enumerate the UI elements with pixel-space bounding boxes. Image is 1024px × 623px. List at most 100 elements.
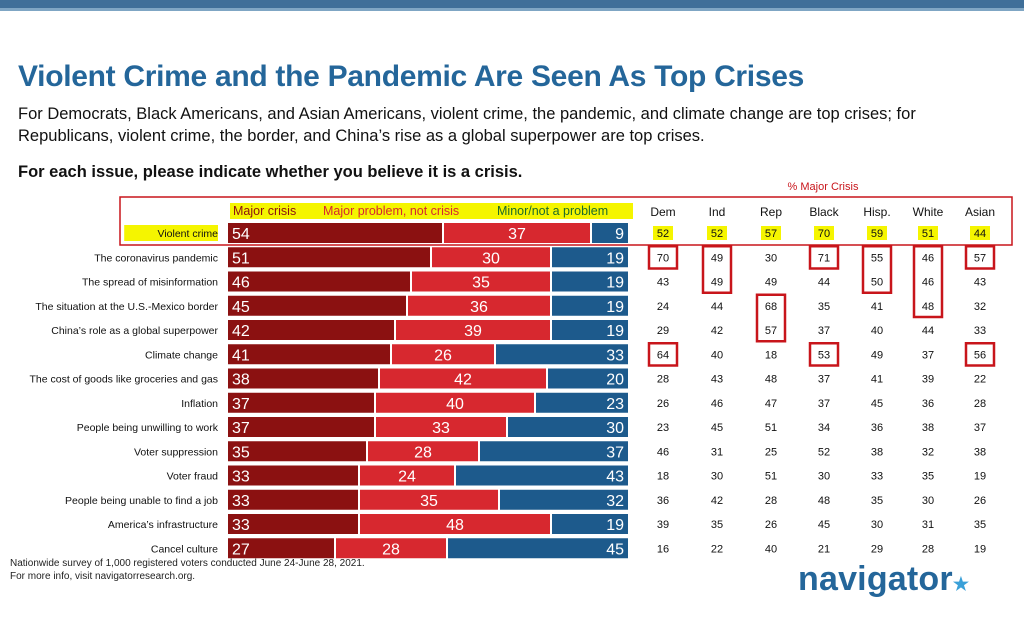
bar-value-label: 19 [606, 299, 624, 316]
table-cell: 34 [818, 422, 830, 434]
bar-value-label: 33 [232, 517, 250, 534]
bar-value-label: 37 [232, 420, 250, 437]
bar-segment [228, 223, 442, 243]
table-cell: 29 [871, 543, 883, 555]
category-label: The situation at the U.S.-Mexico border [35, 301, 218, 313]
table-cell: 57 [974, 252, 986, 264]
table-cell: 30 [922, 495, 934, 507]
table-cell: 48 [818, 495, 830, 507]
table-cell: 48 [765, 374, 777, 386]
bar-value-label: 41 [232, 347, 250, 364]
table-cell: 46 [657, 446, 669, 458]
table-cell: 22 [711, 543, 723, 555]
bar-segment [228, 247, 430, 267]
category-label: The cost of goods like groceries and gas [29, 374, 218, 386]
bar-value-label: 45 [606, 541, 624, 558]
table-cell: 18 [657, 471, 669, 483]
table-cell: 28 [974, 398, 986, 410]
table-cell: 19 [974, 543, 986, 555]
bar-value-label: 39 [464, 323, 482, 340]
crisis-chart: Major crisis Major problem, not crisis Min… [0, 0, 1024, 623]
table-column-header: Hisp. [863, 205, 890, 219]
table-cell: 57 [765, 325, 777, 337]
bar-value-label: 19 [606, 517, 624, 534]
bar-value-label: 33 [232, 493, 250, 510]
category-label: Cancel culture [151, 543, 218, 555]
bar-value-label: 42 [454, 372, 472, 389]
table-cell: 36 [922, 398, 934, 410]
table-cell: 35 [974, 519, 986, 531]
table-cell: 49 [871, 349, 883, 361]
bar-segment [228, 417, 374, 437]
bar-value-label: 35 [420, 493, 438, 510]
bar-segment [228, 344, 390, 364]
bar-value-label: 37 [232, 396, 250, 413]
table-cell: 35 [818, 301, 830, 313]
bar-value-label: 33 [606, 347, 624, 364]
bar-value-label: 19 [606, 275, 624, 292]
legend-label-3: Minor/not a problem [497, 204, 608, 218]
table-cell: 37 [974, 422, 986, 434]
bar-value-label: 51 [232, 250, 250, 267]
bar-value-label: 48 [446, 517, 464, 534]
table-cell-highlighted: 70 [818, 228, 830, 240]
table-cell: 64 [657, 349, 669, 361]
bar-segment [448, 538, 628, 558]
table-cell: 45 [711, 422, 723, 434]
table-cell: 55 [871, 252, 883, 264]
legend-label-2: Major problem, not crisis [323, 204, 459, 218]
table-cell: 30 [871, 519, 883, 531]
table-cell: 30 [711, 471, 723, 483]
table-column-header: Dem [650, 205, 675, 219]
table-cell: 70 [657, 252, 669, 264]
table-cell: 46 [711, 398, 723, 410]
table-cell: 50 [871, 277, 883, 289]
table-cell: 46 [922, 277, 934, 289]
table-cell: 37 [818, 374, 830, 386]
table-cell: 39 [657, 519, 669, 531]
table-cell-highlighted: 44 [974, 228, 986, 240]
table-cell: 35 [711, 519, 723, 531]
table-cell: 33 [871, 471, 883, 483]
table-cell: 31 [711, 446, 723, 458]
table-cell: 44 [818, 277, 830, 289]
table-cell: 21 [818, 543, 830, 555]
table-cell: 26 [765, 519, 777, 531]
table-cell: 40 [765, 543, 777, 555]
bar-value-label: 32 [606, 493, 624, 510]
table-cell: 31 [922, 519, 934, 531]
bar-value-label: 23 [606, 396, 624, 413]
bar-value-label: 28 [382, 541, 400, 558]
table-cell: 45 [818, 519, 830, 531]
category-label: Violent crime [158, 228, 219, 240]
bar-value-label: 35 [232, 444, 250, 461]
table-cell: 41 [871, 301, 883, 313]
table-cell: 49 [711, 277, 723, 289]
table-cell: 44 [922, 325, 934, 337]
category-label: People being unwilling to work [77, 422, 219, 434]
bar-value-label: 37 [508, 226, 526, 243]
bar-segment [228, 369, 378, 389]
bar-value-label: 9 [615, 226, 624, 243]
table-cell: 32 [922, 446, 934, 458]
bar-value-label: 19 [606, 250, 624, 267]
table-cell: 28 [922, 543, 934, 555]
table-cell: 53 [818, 349, 830, 361]
category-label: China’s role as a global superpower [51, 325, 218, 337]
table-cell: 46 [922, 252, 934, 264]
table-cell: 32 [974, 301, 986, 313]
category-label: The coronavirus pandemic [94, 252, 218, 264]
bar-value-label: 27 [232, 541, 250, 558]
table-cell: 39 [922, 374, 934, 386]
logo-text: navigator [798, 560, 953, 598]
table-cell: 49 [711, 252, 723, 264]
table-column-header: Asian [965, 205, 995, 219]
category-label: Inflation [181, 398, 218, 410]
table-cell-highlighted: 51 [922, 228, 934, 240]
bar-value-label: 24 [398, 469, 416, 486]
bar-value-label: 45 [232, 299, 250, 316]
table-cell-highlighted: 59 [871, 228, 883, 240]
bar-segment [228, 272, 410, 292]
category-label: People being unable to find a job [65, 495, 218, 507]
table-cell: 43 [974, 277, 986, 289]
